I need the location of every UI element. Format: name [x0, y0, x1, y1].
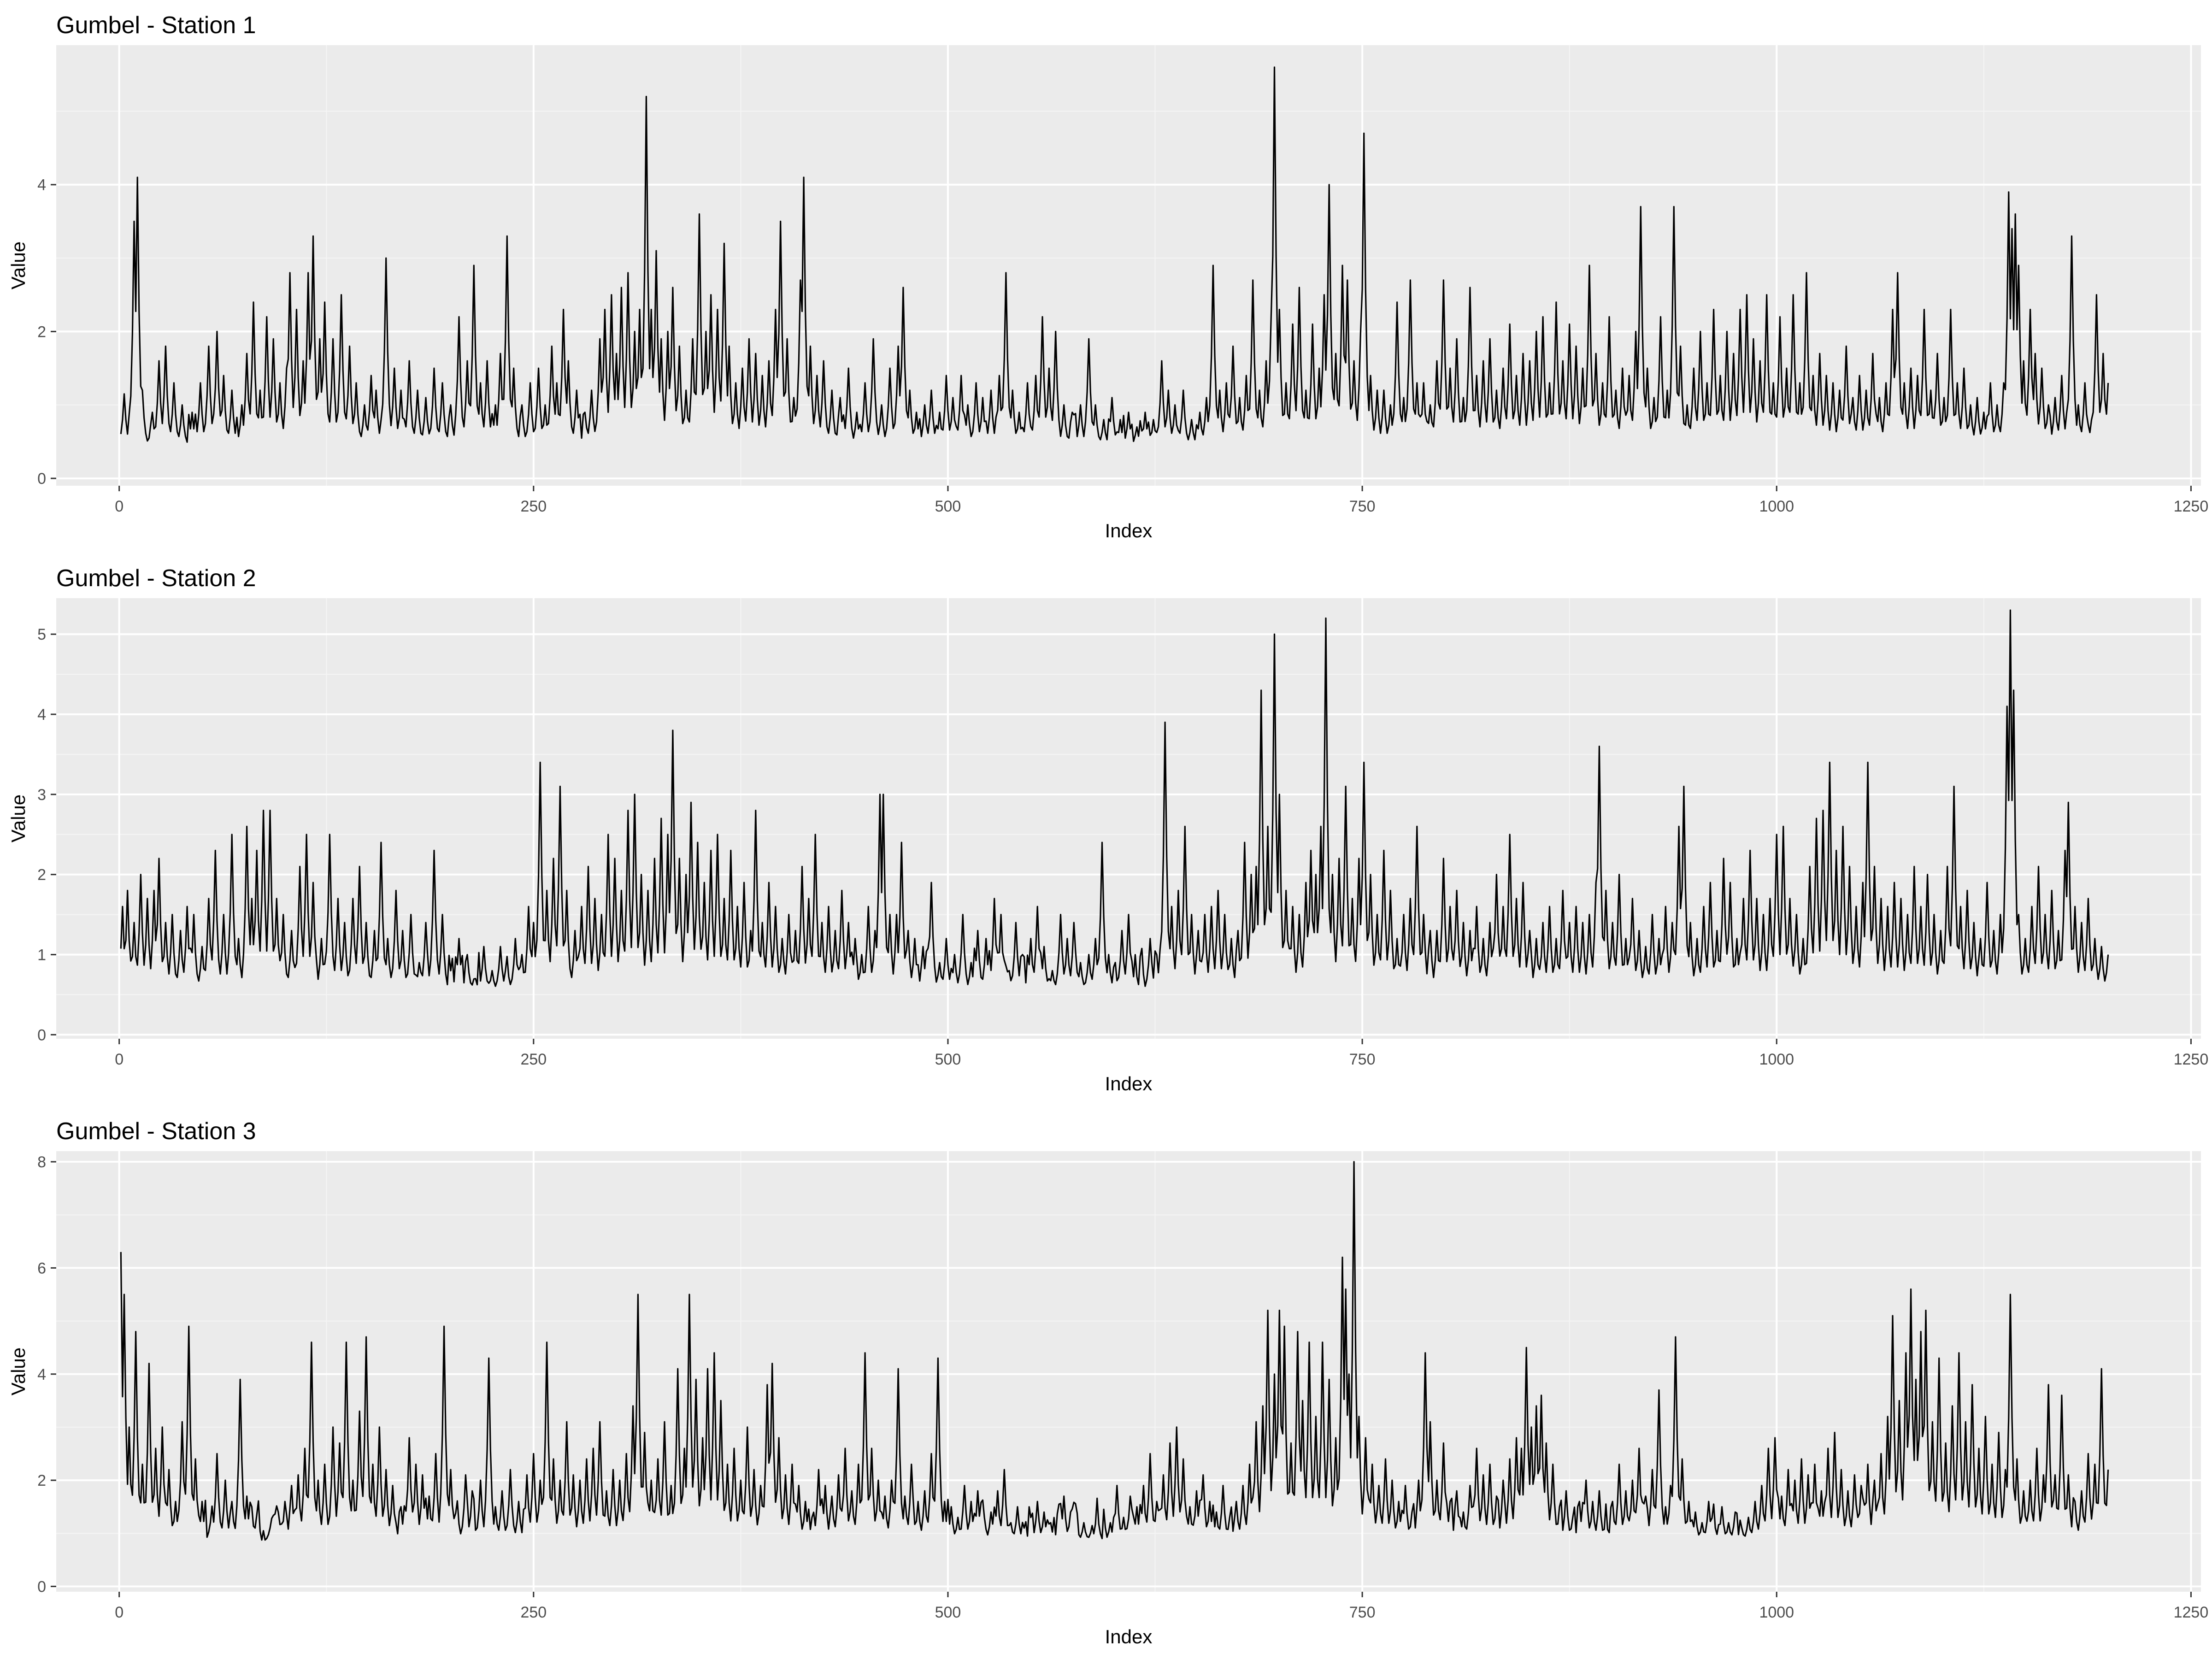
station-1-x-axis-label: Index	[1105, 520, 1153, 541]
station-1-series-line	[120, 66, 2109, 443]
x-tick-label: 1000	[1759, 1051, 1794, 1068]
x-tick-label: 750	[1349, 1604, 1376, 1621]
station-2-chart: Gumbel - Station 2 0 250 500 750 1000 1250 0 1 2…	[7, 565, 2208, 1094]
station-2-series	[120, 609, 2109, 987]
y-tick-label: 3	[37, 786, 46, 804]
y-tick-label: 2	[37, 323, 46, 341]
x-tick-label: 1000	[1759, 1604, 1794, 1621]
station-2-plot-panel	[56, 598, 2201, 1039]
station-2-y-axis-label: Value	[7, 794, 29, 842]
station-1-y-axis-label: Value	[7, 241, 29, 289]
y-tick-label: 5	[37, 626, 46, 643]
y-tick-label: 2	[37, 866, 46, 884]
station-1-axis-ticks: 0 250 500 750 1000 1250 0 2 4	[37, 176, 2208, 515]
x-tick-label: 0	[115, 498, 124, 515]
x-tick-label: 500	[935, 1604, 961, 1621]
station-1-series	[120, 66, 2109, 443]
x-tick-label: 750	[1349, 498, 1376, 515]
x-tick-label: 0	[115, 1051, 124, 1068]
x-tick-label: 500	[935, 1051, 961, 1068]
x-tick-label: 1000	[1759, 498, 1794, 515]
y-tick-label: 6	[37, 1259, 46, 1277]
station-1-chart: Gumbel - Station 1 0 250 500 750 1000 1250 0 2 4…	[7, 12, 2208, 541]
y-tick-label: 4	[37, 1366, 46, 1383]
station-3-series-line	[120, 1161, 2109, 1541]
station-3-series	[120, 1161, 2109, 1541]
x-tick-label: 1250	[2174, 1604, 2209, 1621]
x-tick-label: 500	[935, 498, 961, 515]
y-tick-label: 2	[37, 1472, 46, 1489]
station-2-title: Gumbel - Station 2	[56, 565, 256, 592]
y-tick-label: 4	[37, 706, 46, 724]
x-tick-label: 250	[520, 1051, 547, 1068]
x-tick-label: 0	[115, 1604, 124, 1621]
y-tick-label: 8	[37, 1153, 46, 1171]
x-tick-label: 250	[520, 1604, 547, 1621]
y-tick-label: 1	[37, 946, 46, 964]
y-tick-label: 0	[37, 470, 46, 488]
station-2-x-axis-label: Index	[1105, 1073, 1153, 1094]
y-tick-label: 0	[37, 1026, 46, 1044]
station-3-title: Gumbel - Station 3	[56, 1118, 256, 1145]
x-tick-label: 750	[1349, 1051, 1376, 1068]
x-tick-label: 1250	[2174, 498, 2209, 515]
station-3-x-axis-label: Index	[1105, 1626, 1153, 1647]
station-1-title: Gumbel - Station 1	[56, 12, 256, 39]
station-3-axis-ticks: 0 250 500 750 1000 1250 0 2 4 6 8	[37, 1153, 2208, 1621]
station-2-axis-ticks: 0 250 500 750 1000 1250 0 1 2 3 4 5	[37, 626, 2208, 1068]
station-3-y-axis-label: Value	[7, 1347, 29, 1395]
station-3-chart: Gumbel - Station 3 0 250 500 750 1000 1250 0 2 4…	[7, 1118, 2208, 1647]
y-tick-label: 4	[37, 176, 46, 194]
station-2-series-line	[120, 609, 2109, 987]
x-tick-label: 1250	[2174, 1051, 2209, 1068]
y-tick-label: 0	[37, 1578, 46, 1595]
x-tick-label: 250	[520, 498, 547, 515]
station-3-plot-panel	[56, 1151, 2201, 1592]
